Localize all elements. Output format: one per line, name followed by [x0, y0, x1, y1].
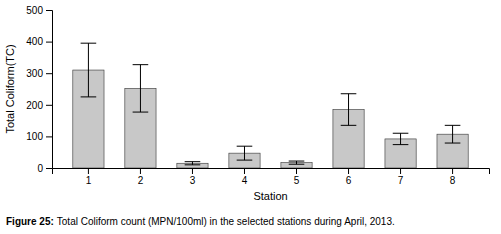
- chart-svg: 1 2 3 4 5 6 7 8 0 100 200 300 400 500 Station Total Col…: [0, 0, 501, 234]
- chart-container: 1 2 3 4 5 6 7 8 0 100 200 300 400 500 Station Total Col…: [0, 0, 501, 234]
- tick: 8: [450, 168, 456, 186]
- tick-mark: [348, 168, 349, 174]
- tick: 300: [26, 68, 52, 79]
- error-bar-stem: [400, 133, 401, 144]
- axis-line: [46, 11, 53, 169]
- error-bar-cap: [185, 164, 201, 165]
- tick: 0: [37, 163, 52, 174]
- tick: 5: [294, 168, 300, 186]
- error-bar: [289, 161, 305, 164]
- axis-line: [53, 169, 490, 175]
- error-bar: [445, 125, 461, 143]
- tick: 3: [190, 168, 196, 186]
- tick-label: 500: [26, 5, 43, 16]
- error-bar: [393, 133, 409, 144]
- tick-mark: [140, 168, 141, 174]
- error-bar-stem: [452, 125, 453, 143]
- error-bar-cap: [81, 43, 97, 44]
- error-bar-stem: [88, 43, 89, 97]
- error-bar-cap: [393, 133, 409, 134]
- x-axis: 1 2 3 4 5 6 7 8: [53, 168, 490, 186]
- error-bar-cap: [445, 125, 461, 126]
- tick-label: 5: [294, 175, 300, 186]
- tick: 400: [26, 36, 52, 47]
- error-bar: [185, 162, 201, 165]
- tick-label: 1: [86, 175, 92, 186]
- tick: 1: [86, 168, 92, 186]
- tick-label: 400: [26, 36, 43, 47]
- tick-mark: [46, 73, 52, 74]
- error-bar-cap: [185, 161, 201, 162]
- caption: Figure 25:: [6, 216, 54, 227]
- tick-label: 7: [398, 175, 404, 186]
- x-axis-title: Station: [253, 190, 287, 202]
- tick-label: 4: [242, 175, 248, 186]
- tick: 200: [26, 100, 52, 111]
- error-bar-cap: [289, 161, 305, 162]
- error-bar-cap: [341, 93, 357, 94]
- tick-mark: [244, 168, 245, 174]
- tick-label: 100: [26, 131, 43, 142]
- tick-mark: [46, 42, 52, 43]
- error-bar: [133, 65, 149, 112]
- tick: 100: [26, 131, 52, 142]
- y-axis-title: Total Coliform(TC): [4, 44, 16, 133]
- tick-label: 0: [37, 163, 43, 174]
- error-bar-cap: [393, 144, 409, 145]
- tick-label: 300: [26, 68, 43, 79]
- error-bar-cap: [237, 160, 253, 161]
- tick-mark: [46, 10, 52, 11]
- tick-mark: [192, 168, 193, 174]
- tick-mark: [88, 168, 89, 174]
- error-bar: [341, 94, 357, 126]
- error-bar-cap: [81, 96, 97, 97]
- tick-mark: [46, 136, 52, 137]
- error-bar-stem: [348, 94, 349, 126]
- tick-label: 8: [450, 175, 456, 186]
- error-bar-stem: [244, 146, 245, 160]
- error-bar-stem: [140, 65, 141, 112]
- tick-label: 3: [190, 175, 196, 186]
- tick-mark: [46, 105, 52, 106]
- tick: 2: [138, 168, 144, 186]
- error-bar-cap: [445, 143, 461, 144]
- y-axis: 0 100 200 300 400 500: [26, 5, 52, 174]
- tick: 4: [242, 168, 248, 186]
- error-bar-cap: [341, 125, 357, 126]
- tick-label: 2: [138, 175, 144, 186]
- tick-mark: [46, 168, 52, 169]
- error-bar-cap: [237, 146, 253, 147]
- tick-mark: [296, 168, 297, 174]
- tick-label: 6: [346, 175, 352, 186]
- error-bar-cap: [289, 164, 305, 165]
- tick-mark: [452, 168, 453, 174]
- error-bar: [81, 43, 97, 97]
- tick: 7: [398, 168, 404, 186]
- plot-area: 1 2 3 4 5 6 7 8 0 100 200 300 400 500 Station Total Col…: [4, 5, 490, 202]
- tick-mark: [400, 168, 401, 174]
- error-bar-cap: [133, 112, 149, 113]
- marks: [73, 43, 468, 168]
- caption: Total Coliform count (MPN/100ml) in the …: [57, 216, 395, 227]
- error-bar: [237, 146, 253, 160]
- tick-label: 200: [26, 100, 43, 111]
- error-bar-cap: [133, 64, 149, 65]
- tick: 6: [346, 168, 352, 186]
- tick: 500: [26, 5, 52, 16]
